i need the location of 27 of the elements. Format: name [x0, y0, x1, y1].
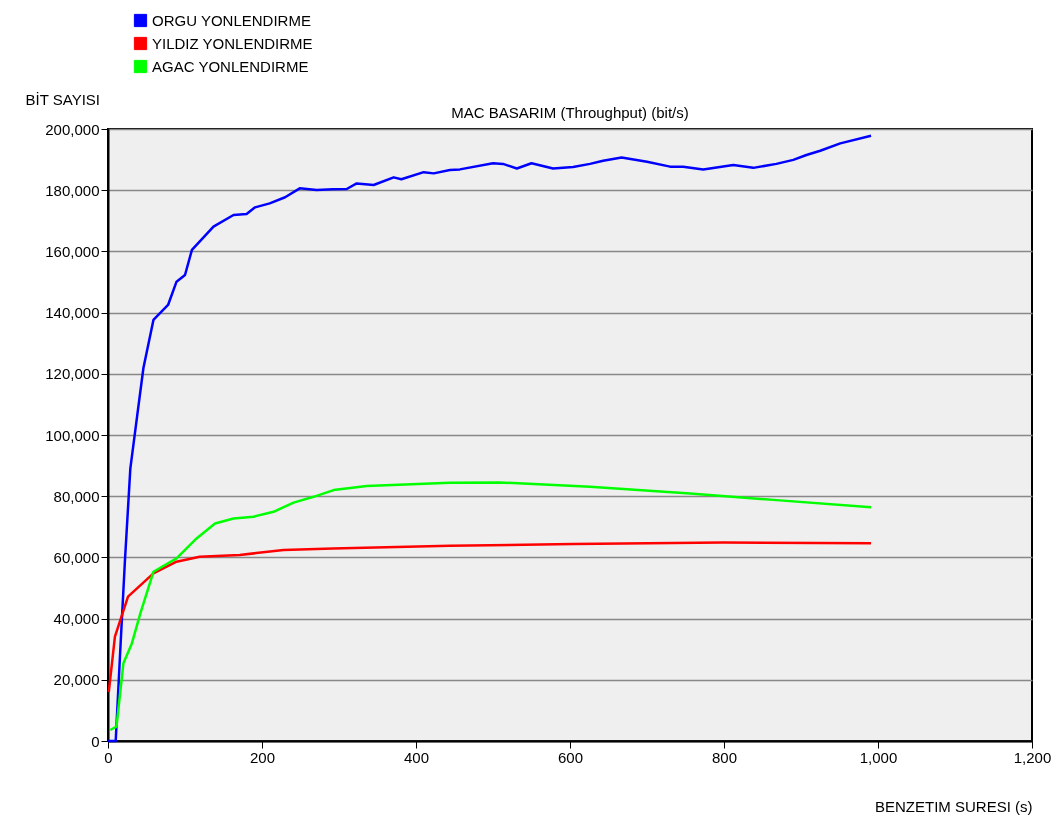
- y-tick-label: 160,000: [45, 242, 100, 260]
- x-tick-label: 0: [104, 748, 113, 766]
- y-tick-label: 200,000: [45, 120, 100, 138]
- legend-label: AGAC YONLENDIRME: [152, 57, 309, 75]
- legend-label: ORGU YONLENDIRME: [152, 11, 311, 29]
- y-tick-label: 20,000: [53, 671, 100, 689]
- y-tick-label: 80,000: [53, 487, 100, 505]
- y-axis-title: BİT SAYISI: [25, 90, 100, 108]
- x-tick-label: 800: [711, 748, 738, 766]
- y-tick-label: 60,000: [53, 548, 100, 566]
- x-tick-label: 1,200: [1013, 748, 1052, 766]
- y-tick-label: 120,000: [45, 365, 100, 383]
- y-tick-label: 140,000: [45, 304, 100, 322]
- y-tick-label: 100,000: [45, 426, 100, 444]
- x-axis-title: BENZETIM SURESI (s): [874, 797, 1033, 815]
- y-tick-label: 180,000: [45, 181, 100, 199]
- legend-label: YILDIZ YONLENDIRME: [152, 34, 313, 52]
- x-tick-label: 600: [557, 748, 584, 766]
- chart-title: MAC BASARIM (Throughput) (bit/s): [451, 104, 689, 121]
- y-tick-label: 0: [91, 732, 100, 750]
- line-series: [106, 134, 873, 743]
- line-series: [107, 541, 873, 694]
- line-series: [109, 481, 873, 732]
- x-tick-label: 400: [403, 748, 430, 766]
- y-tick-label: 40,000: [53, 610, 100, 628]
- x-tick-label: 1,000: [859, 748, 898, 766]
- x-tick-label: 200: [249, 748, 276, 766]
